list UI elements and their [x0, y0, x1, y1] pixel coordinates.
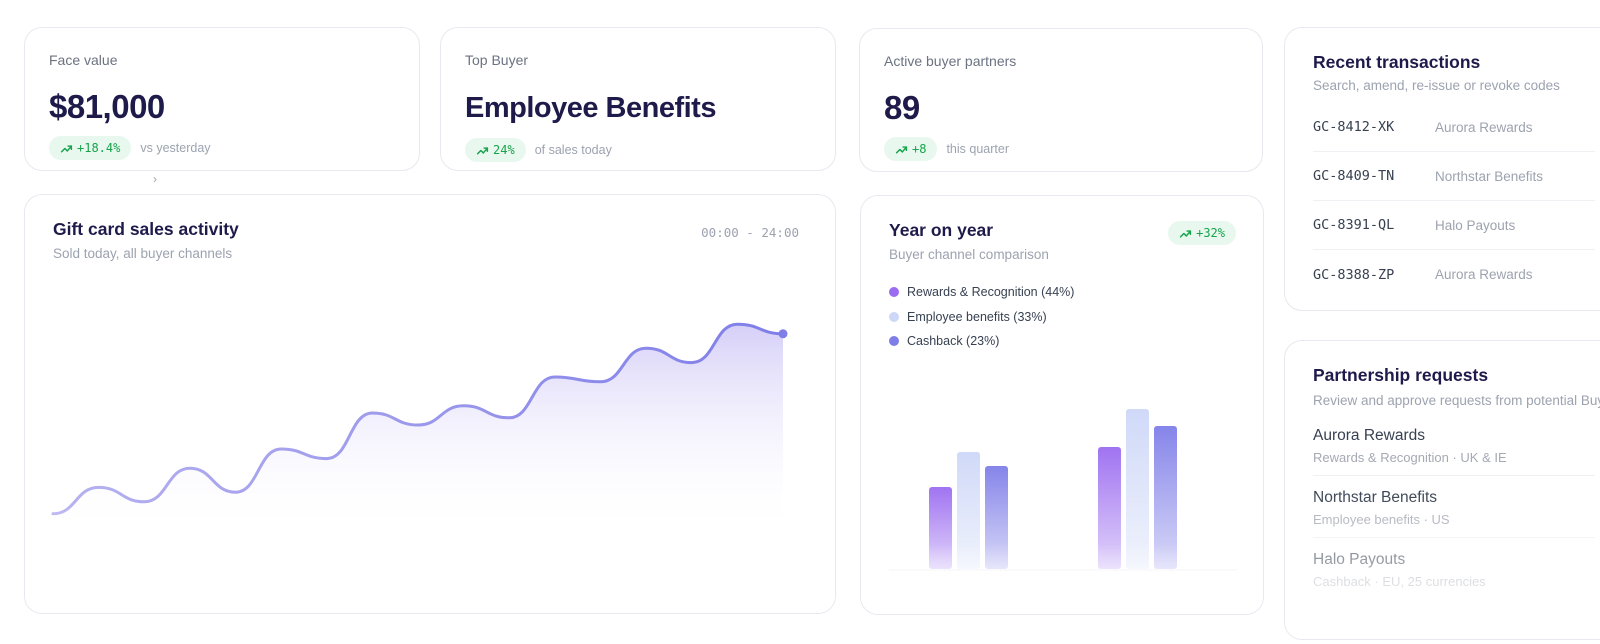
stat-value: 89: [884, 89, 920, 126]
stat-card-top-buyer: Top Buyer Employee Benefits 24% of sales…: [440, 27, 836, 171]
bar[interactable]: [1098, 447, 1121, 569]
year-on-year-card: Year on year Buyer channel comparison +3…: [860, 195, 1264, 615]
delta-note: of sales today: [534, 143, 612, 157]
delta-value: +18.4%: [77, 141, 121, 155]
recent-transactions-card: Recent transactions Search, amend, re-is…: [1284, 27, 1600, 311]
partnership-request[interactable]: Northstar Benefits Employee benefits · U…: [1313, 476, 1595, 538]
bar[interactable]: [1126, 409, 1149, 569]
trend-up-icon: [60, 144, 73, 152]
section-title: Partnership requests: [1313, 365, 1489, 385]
last-point-marker[interactable]: [778, 329, 788, 339]
partnership-requests-card: Partnership requests Review and approve …: [1284, 340, 1600, 640]
area-fill: [53, 324, 783, 535]
delta-badge: +18.4%: [49, 136, 132, 160]
legend-item: Cashback (23%): [889, 329, 1235, 354]
transaction-code: GC-8388-ZP: [1313, 266, 1395, 283]
series-line: [51, 322, 785, 516]
legend-label: Employee benefits (33%): [907, 309, 1047, 324]
chart-title: Year on year: [889, 220, 994, 240]
legend-label: Rewards & Recognition (44%): [907, 285, 1075, 300]
chevron-right-icon: ›: [153, 172, 157, 186]
request-meta: Cashback · EU, 25 currencies: [1313, 574, 1486, 589]
section-title: Recent transactions: [1313, 52, 1481, 72]
section-subtitle: Review and approve requests from potenti…: [1313, 393, 1600, 408]
stat-card-face-value: Face value $81,000 +18.4% vs yesterday: [24, 27, 420, 171]
legend-swatch: [889, 311, 899, 322]
transaction-buyer: Halo Payouts: [1435, 217, 1516, 233]
legend-swatch: [889, 287, 899, 298]
bar[interactable]: [929, 487, 952, 569]
transaction-buyer: Northstar Benefits: [1435, 168, 1544, 184]
bar[interactable]: [1154, 426, 1177, 569]
trend-up-icon: [895, 145, 908, 153]
chart-subtitle: Buyer channel comparison: [889, 247, 1049, 262]
delta-note: this quarter: [946, 142, 1009, 156]
request-name: Halo Payouts: [1313, 551, 1406, 568]
transaction-code: GC-8409-TN: [1313, 168, 1395, 184]
stat-label: Face value: [49, 52, 118, 68]
transaction-row[interactable]: GC-8391-QL Halo Payouts: [1313, 201, 1595, 250]
transaction-buyer: Aurora Rewards: [1435, 267, 1533, 282]
bar[interactable]: [957, 452, 980, 569]
transaction-row[interactable]: GC-8388-ZP Aurora Rewards: [1313, 250, 1595, 299]
time-range[interactable]: 00:00 - 24:00: [701, 225, 799, 240]
chart-title: Gift card sales activity: [53, 219, 239, 239]
delta-value: +8: [912, 142, 927, 156]
delta-badge: +8: [884, 137, 938, 161]
transaction-row[interactable]: GC-8409-TN Northstar Benefits: [1313, 152, 1595, 201]
stat-label: Active buyer partners: [884, 53, 1017, 69]
growth-badge: +32%: [1168, 221, 1236, 245]
sales-activity-chart: [51, 322, 788, 535]
section-subtitle: Search, amend, re-issue or revoke codes: [1313, 78, 1560, 93]
transaction-code: GC-8412-XK: [1313, 119, 1395, 135]
delta-badge: 24%: [465, 138, 526, 162]
bar[interactable]: [985, 466, 1008, 569]
growth-value: +32%: [1196, 226, 1225, 240]
delta-value: 24%: [493, 143, 515, 157]
transaction-row[interactable]: GC-8412-XK Aurora Rewards: [1313, 103, 1595, 152]
chart-subtitle: Sold today, all buyer channels: [53, 246, 233, 261]
stat-value: $81,000: [49, 88, 165, 125]
legend-item: Rewards & Recognition (44%): [889, 280, 1235, 305]
sales-activity-card: Gift card sales activity Sold today, all…: [24, 194, 836, 614]
trend-up-icon: [476, 146, 489, 154]
delta-note: vs yesterday: [140, 141, 211, 155]
partnership-request[interactable]: Halo Payouts Cashback · EU, 25 currencie…: [1313, 538, 1595, 599]
trend-up-icon: [1179, 229, 1192, 237]
request-meta: Employee benefits · US: [1313, 512, 1450, 527]
request-name: Northstar Benefits: [1313, 489, 1438, 506]
legend-swatch: [889, 336, 899, 347]
request-meta: Rewards & Recognition · UK & IE: [1313, 450, 1507, 465]
transaction-buyer: Aurora Rewards: [1435, 119, 1533, 135]
stat-card-active-partners: Active buyer partners 89 +8 this quarter: [859, 28, 1263, 172]
request-name: Aurora Rewards: [1313, 427, 1425, 444]
legend-label: Cashback (23%): [907, 334, 1000, 349]
partnership-request[interactable]: Aurora Rewards Rewards & Recognition · U…: [1313, 414, 1595, 476]
year-on-year-chart: [889, 409, 1237, 571]
transaction-code: GC-8391-QL: [1313, 217, 1395, 233]
legend-item: Employee benefits (33%): [889, 305, 1235, 330]
stat-value: Employee Benefits: [465, 92, 716, 124]
chart-legend: Rewards & Recognition (44%) Employee ben…: [889, 280, 1235, 354]
stat-label: Top Buyer: [465, 52, 529, 68]
